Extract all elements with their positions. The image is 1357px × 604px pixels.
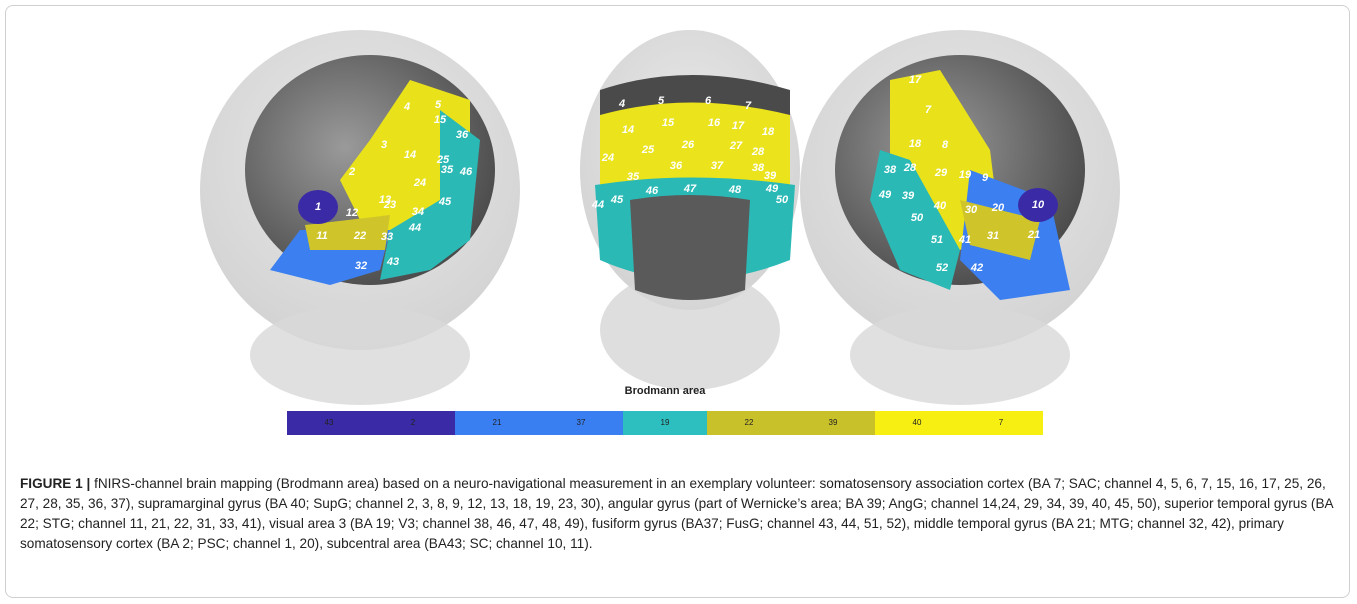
channel-label: 2 [348, 166, 355, 178]
channel-label: 11 [316, 230, 327, 242]
channel-label: 36 [670, 160, 683, 172]
channel-label: 6 [705, 95, 712, 107]
channel-label: 50 [911, 212, 924, 224]
channel-label: 3 [381, 139, 387, 151]
channel-label: 15 [434, 114, 447, 126]
colorbar-label: 21 [493, 418, 502, 427]
channel-label: 28 [903, 162, 917, 174]
colorbar-label: 39 [829, 418, 838, 427]
channel-label: 46 [459, 166, 473, 178]
middle-view [580, 30, 800, 390]
channel-label: 45 [610, 194, 624, 206]
channel-label: 50 [776, 194, 789, 206]
channel-label: 39 [764, 170, 777, 182]
channel-label: 16 [708, 117, 721, 129]
channel-label: 34 [412, 206, 424, 218]
channel-label: 26 [681, 139, 695, 151]
colorbar-label: 7 [999, 418, 1004, 427]
channel-label: 44 [591, 199, 604, 211]
colorbar-title: Brodmann area [625, 385, 707, 397]
channel-label: 44 [408, 222, 421, 234]
channel-label: 12 [346, 207, 358, 219]
caption-label: FIGURE 1 | [20, 476, 90, 491]
channel-label: 49 [878, 189, 892, 201]
left-view [200, 30, 520, 405]
channel-label: 23 [383, 199, 396, 211]
channel-label: 52 [936, 262, 948, 274]
channel-label: 32 [355, 260, 367, 272]
colorbar-label: 19 [661, 418, 670, 427]
channel-label: 22 [353, 230, 366, 242]
channel-label: 5 [658, 95, 665, 107]
channel-label: 35 [627, 171, 640, 183]
colorbar-label: 22 [745, 418, 754, 427]
channel-label: 1 [315, 201, 321, 213]
channel-label: 18 [909, 138, 922, 150]
channel-label: 31 [987, 230, 999, 242]
channel-label: 38 [884, 164, 897, 176]
caption-text: fNIRS-channel brain mapping (Brodmann ar… [20, 476, 1333, 551]
colorbar-label: 43 [325, 418, 334, 427]
channel-label: 10 [1032, 199, 1045, 211]
channel-label: 17 [909, 74, 922, 86]
channel-label: 24 [601, 152, 614, 164]
channel-label: 37 [711, 160, 724, 172]
channel-label: 48 [728, 184, 742, 196]
channel-label: 25 [641, 144, 655, 156]
channel-label: 30 [965, 204, 978, 216]
channel-label: 46 [645, 185, 659, 197]
channel-label: 43 [386, 256, 399, 268]
colorbar-label: 37 [577, 418, 586, 427]
channel-label: 18 [762, 126, 775, 138]
channel-label: 7 [925, 104, 932, 116]
channel-label: 27 [729, 140, 743, 152]
colorbar-label: 40 [913, 418, 922, 427]
channel-label: 40 [933, 200, 947, 212]
channel-label: 15 [662, 117, 675, 129]
channel-label: 5 [435, 99, 442, 111]
channel-label: 21 [1027, 229, 1040, 241]
channel-label: 51 [931, 234, 943, 246]
channel-label: 45 [438, 196, 452, 208]
channel-label: 28 [751, 146, 765, 158]
right-view [800, 30, 1120, 405]
channel-label: 7 [745, 100, 752, 112]
channel-label: 24 [413, 177, 426, 189]
channel-label: 33 [381, 231, 393, 243]
channel-label: 42 [970, 262, 983, 274]
page: Brodmann area 12345111213141522232425323… [0, 0, 1357, 604]
channel-label: 17 [732, 120, 745, 132]
channel-label: 9 [982, 172, 989, 184]
channel-label: 36 [456, 129, 469, 141]
channel-label: 8 [942, 139, 949, 151]
channel-label: 19 [959, 169, 972, 181]
channel-label: 47 [683, 183, 697, 195]
colorbar-label: 2 [411, 418, 416, 427]
channel-label: 4 [403, 101, 410, 113]
channel-label: 29 [934, 167, 948, 179]
channel-label: 41 [958, 234, 971, 246]
channel-label: 14 [404, 149, 416, 161]
channel-label: 20 [991, 202, 1005, 214]
channel-label: 39 [902, 190, 915, 202]
caption: FIGURE 1 | fNIRS-channel brain mapping (… [20, 474, 1340, 554]
channel-label: 4 [618, 98, 625, 110]
channel-label: 14 [622, 124, 634, 136]
channel-label: 35 [441, 164, 454, 176]
